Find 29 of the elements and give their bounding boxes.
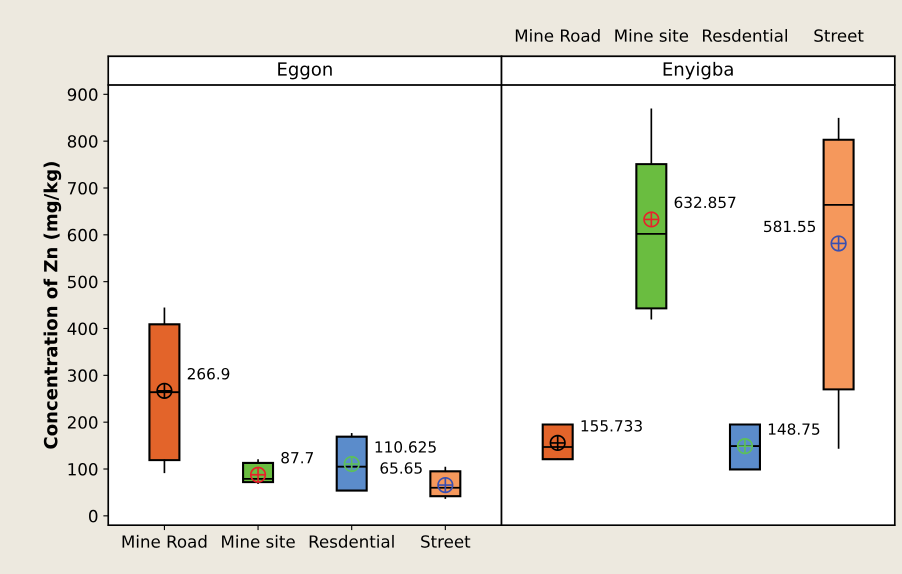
x-tick-label: Mine site (222, 534, 295, 548)
x-tick-label: Street (421, 535, 470, 548)
x-tick-label: Resdential (703, 29, 787, 42)
x-tick-label: Resdential (310, 534, 394, 548)
y-tick-label: 0 (89, 510, 98, 522)
y-tick-label: 200 (68, 416, 98, 429)
data-label: 148.75 (768, 423, 820, 435)
y-tick-label: 400 (68, 322, 98, 336)
y-tick-label: 300 (68, 369, 98, 382)
chart-title: Eggon (278, 62, 332, 80)
data-label: 155.733 (582, 420, 642, 432)
data-label: 87.7 (281, 452, 313, 464)
data-label: 266.9 (188, 368, 230, 380)
x-tick-label: Mine site (615, 29, 688, 42)
y-tick-label: 600 (68, 228, 98, 242)
data-label: 632.857 (674, 196, 736, 208)
y-tick-label: 700 (68, 182, 98, 195)
chart-title: Enyigba (664, 62, 733, 80)
y-tick-label: 800 (68, 135, 98, 148)
data-label: 581.55 (764, 220, 816, 232)
y-tick-label: 500 (68, 276, 98, 288)
y-tick-label: 100 (68, 462, 98, 476)
y-axis-title: Concentration of Zn (mg/kg) (44, 162, 62, 449)
x-tick-label: Street (814, 29, 864, 42)
y-tick-label: 900 (68, 88, 98, 101)
x-tick-label: Mine Road (516, 29, 600, 42)
data-label: 110.625 (376, 441, 436, 453)
data-label: 65.65 (380, 462, 422, 474)
x-tick-label: Mine Road (122, 534, 206, 548)
